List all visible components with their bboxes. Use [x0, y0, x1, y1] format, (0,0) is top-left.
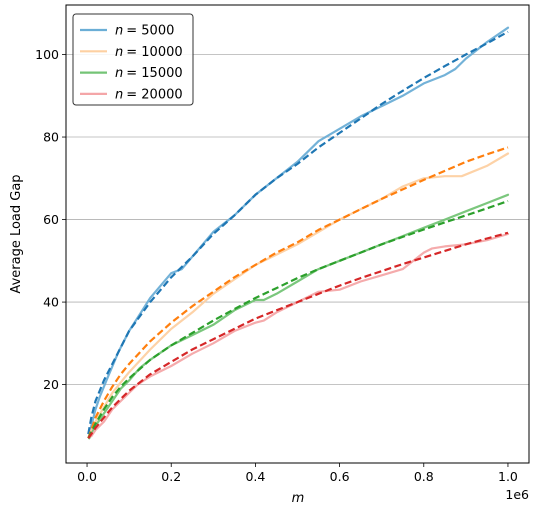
legend-label-value: = 15000 [126, 66, 182, 81]
x-tick-label: 0.8 [414, 469, 434, 484]
y-tick-label: 20 [43, 377, 59, 392]
axis-layer: 20 40 60 80 100 0.0 0.2 0.4 0.6 0.8 1.0 [35, 47, 518, 484]
fit-line-n10000 [87, 146, 509, 439]
x-tick-label: 0.2 [161, 469, 181, 484]
legend-label-value: = 10000 [126, 45, 182, 60]
legend-label-var: n [115, 24, 123, 39]
legend-entry: n = 10000 [80, 45, 183, 60]
y-tick-label: 80 [43, 130, 59, 145]
series-layer [87, 26, 510, 440]
x-tick-label: 0.6 [330, 469, 350, 484]
x-tick-label: 0.0 [77, 469, 97, 484]
fit-line-n15000 [87, 199, 509, 439]
y-tick-label: 100 [35, 47, 59, 62]
x-tick-label: 0.4 [245, 469, 265, 484]
series-line-n15000 [88, 193, 510, 440]
x-tick-label: 1.0 [498, 469, 518, 484]
legend-label-value: = 5000 [126, 24, 174, 39]
series-line-n20000 [88, 232, 510, 438]
legend-entry: n = 15000 [80, 66, 183, 81]
legend-label: n = 15000 [115, 66, 183, 81]
plot-frame [65, 4, 530, 464]
legend-entry: n = 20000 [80, 87, 183, 102]
legend-box [72, 13, 194, 106]
x-axis-label: m [292, 491, 305, 506]
legend-label: n = 20000 [115, 87, 183, 102]
x-offset-text: 1e6 [505, 487, 529, 502]
y-axis-label: Average Load Gap [9, 174, 24, 293]
legend-label-var: n [115, 87, 123, 102]
legend-label: n = 10000 [115, 45, 183, 60]
legend-label: n = 5000 [115, 24, 174, 39]
legend-entry: n = 5000 [80, 24, 174, 39]
legend-label-var: n [115, 45, 123, 60]
legend-label-var: n [115, 66, 123, 81]
y-tick-label: 60 [43, 212, 59, 227]
fit-line-n5000 [87, 30, 509, 435]
y-tick-label: 40 [43, 295, 59, 310]
legend-label-value: = 20000 [126, 87, 182, 102]
